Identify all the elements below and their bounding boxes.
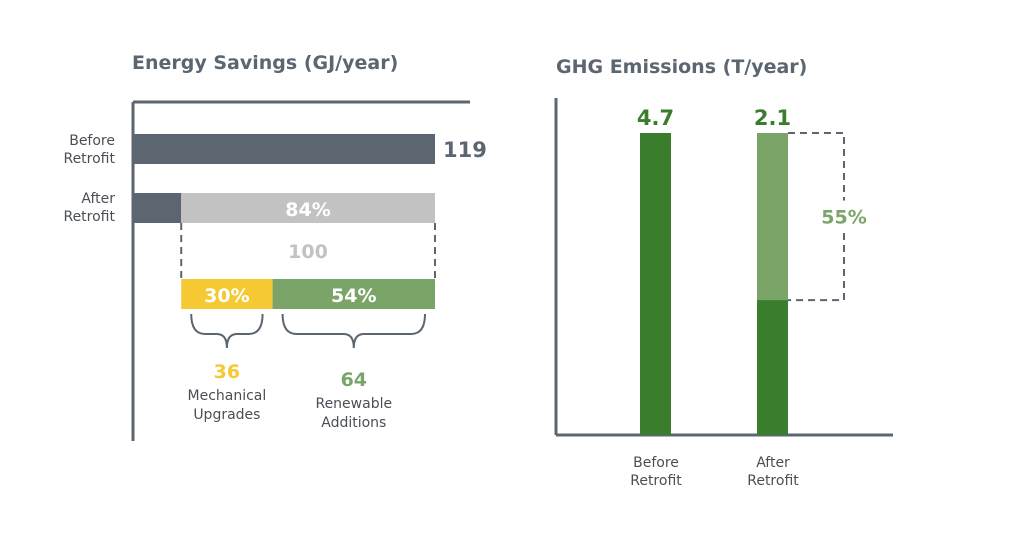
energy-breakdown-bar-0 [181, 279, 273, 309]
energy-breakdown-pct-0: 30% [204, 285, 249, 307]
ghg-category-before: Before Retrofit [616, 454, 696, 490]
ghg-category-before-line2: Retrofit [630, 473, 682, 489]
energy-bar-after [133, 193, 182, 223]
ghg-category-before-line1: Before [633, 455, 679, 471]
energy-category-after: After Retrofit [50, 190, 115, 226]
ghg-bar-after [757, 300, 788, 435]
ghg-value-after: 2.1 [754, 106, 791, 130]
energy-breakdown-bar-1 [272, 279, 435, 309]
ghg-bar-before [640, 133, 671, 435]
energy-breakdown-label-0-0: Mechanical [188, 388, 267, 404]
energy-brace-0 [190, 313, 264, 349]
energy-breakdown-pct-1: 54% [331, 285, 376, 307]
energy-breakdown-label-0-1: Upgrades [193, 407, 260, 423]
energy-brace-1 [281, 313, 426, 349]
energy-category-before: Before Retrofit [50, 132, 115, 168]
ghg-value-before: 4.7 [637, 106, 674, 130]
ghg-chart-title: GHG Emissions (T/year) [556, 56, 808, 78]
ghg-category-after-line2: Retrofit [747, 473, 799, 489]
ghg-category-after: After Retrofit [733, 454, 813, 490]
energy-bar-before [133, 134, 435, 164]
ghg-category-after-line1: After [756, 455, 790, 471]
energy-category-after-line2: Retrofit [63, 209, 115, 225]
energy-bar-savings [181, 193, 435, 223]
energy-breakdown-label-1-0: Renewable [315, 396, 392, 412]
energy-category-after-line1: After [81, 191, 115, 207]
ghg-bar-after-reduction [757, 133, 788, 301]
energy-savings-total: 100 [288, 241, 328, 263]
ghg-reduction-pct: 55% [821, 207, 866, 229]
energy-chart-title: Energy Savings (GJ/year) [132, 52, 399, 74]
energy-value-before: 119 [443, 138, 487, 162]
ghg-reduction-bracket [788, 132, 845, 302]
energy-breakdown-value-1: 64 [341, 369, 367, 391]
ghg-reduction-label-bg [812, 200, 876, 231]
energy-category-before-line1: Before [69, 133, 115, 149]
energy-breakdown-value-0: 36 [214, 361, 240, 383]
energy-category-before-line2: Retrofit [63, 151, 115, 167]
energy-savings-pct: 84% [285, 199, 330, 221]
energy-breakdown-label-1-1: Additions [321, 415, 386, 431]
